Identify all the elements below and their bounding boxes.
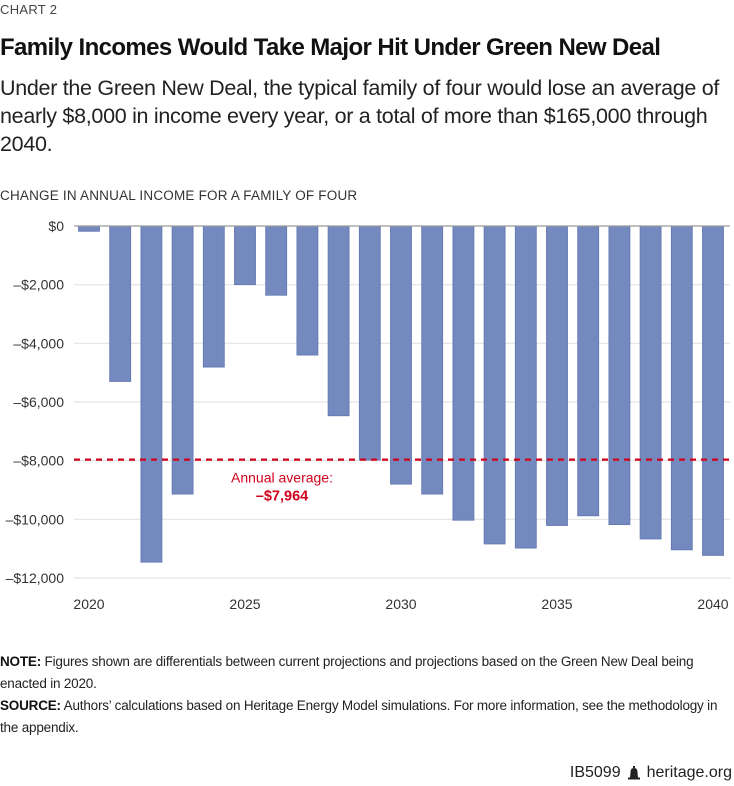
y-axis-title: CHANGE IN ANNUAL INCOME FOR A FAMILY OF … [0, 188, 358, 203]
site-link[interactable]: heritage.org [646, 764, 732, 781]
y-tick-label: –$8,000 [13, 453, 64, 469]
bar-2040 [702, 225, 724, 556]
x-tick-label: 2030 [385, 596, 416, 612]
chart-number: CHART 2 [0, 2, 58, 17]
bar-2039 [670, 225, 693, 551]
source-text: Authors’ calculations based on Heritage … [0, 698, 718, 735]
note-text: Figures shown are differentials between … [0, 654, 694, 691]
bar-2032 [452, 225, 475, 521]
bar-2034 [514, 225, 537, 549]
note-label: NOTE: [0, 654, 41, 669]
bars [78, 225, 724, 563]
bar-2036 [577, 225, 600, 517]
x-tick-label: 2020 [73, 596, 104, 612]
chart-subtitle: Under the Green New Deal, the typical fa… [0, 76, 720, 156]
bar-chart: $0 –$2,000 –$4,000 –$6,000 –$8,000 –$10,000 –$… [6, 218, 730, 612]
x-tick-label: 2025 [229, 596, 260, 612]
average-value: –$7,964 [256, 489, 308, 505]
bar-2035 [546, 225, 568, 526]
bar-2033 [483, 225, 506, 545]
bar-2026 [265, 225, 288, 296]
y-tick-label: –$4,000 [13, 335, 64, 351]
bar-2038 [639, 225, 662, 540]
footer: IB5099 heritage.org [570, 764, 732, 782]
x-axis-ticks: 2020 2025 2030 2035 2040 [73, 596, 728, 612]
bar-2029 [358, 225, 381, 461]
average-label: Annual average: [231, 470, 333, 486]
bar-2022 [140, 225, 163, 563]
note-line: NOTE: Figures shown are differentials be… [0, 651, 730, 695]
bar-2030 [390, 225, 412, 485]
y-tick-label: –$2,000 [13, 277, 64, 293]
y-tick-label: –$10,000 [6, 511, 65, 527]
bar-2037 [608, 225, 631, 526]
bar-2025 [234, 225, 256, 286]
bar-2031 [421, 225, 444, 495]
x-tick-label: 2040 [697, 596, 728, 612]
bar-2024 [202, 225, 225, 368]
x-tick-label: 2035 [541, 596, 572, 612]
bar-2021 [109, 225, 132, 382]
y-tick-label: –$6,000 [13, 394, 64, 410]
source-label: SOURCE: [0, 698, 61, 713]
source-line: SOURCE: Authors’ calculations based on H… [0, 695, 730, 739]
bar-2027 [296, 225, 319, 356]
y-tick-label: –$12,000 [6, 570, 65, 586]
report-id: IB5099 [569, 764, 621, 781]
y-tick-label: $0 [48, 218, 64, 234]
bar-2023 [171, 225, 194, 495]
chart-title: Family Incomes Would Take Major Hit Unde… [0, 34, 661, 61]
bar-2028 [327, 225, 350, 417]
bar-2020 [78, 225, 100, 232]
y-axis-ticks: $0 –$2,000 –$4,000 –$6,000 –$8,000 –$10,000 –$… [6, 218, 65, 586]
liberty-bell-icon [627, 766, 640, 780]
notes: NOTE: Figures shown are differentials be… [0, 651, 730, 739]
